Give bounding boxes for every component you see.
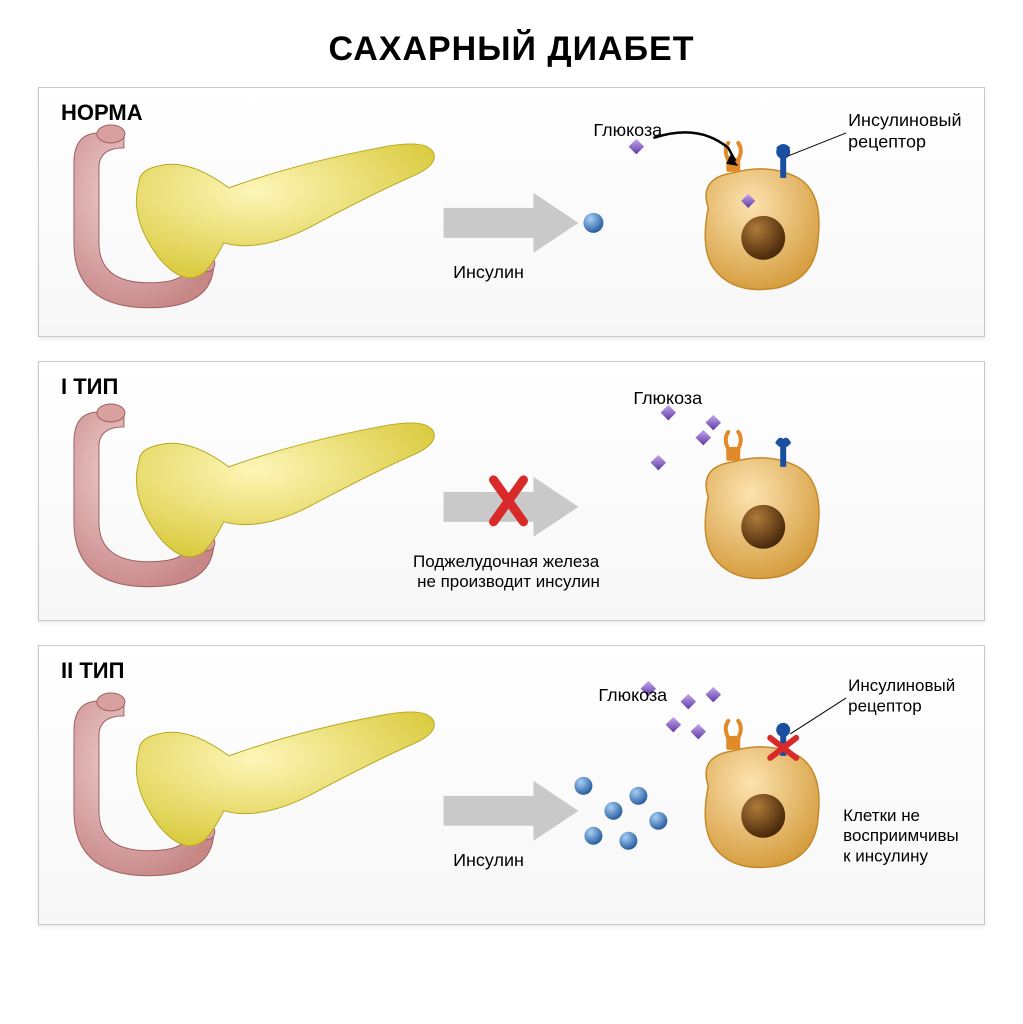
pancreas-icon — [136, 144, 434, 278]
panel-title-normal: НОРМА — [61, 100, 143, 126]
panel-type2: II ТИП Инсулин — [38, 645, 985, 925]
cell-icon — [705, 143, 819, 290]
insulin-ball-icon — [583, 213, 603, 233]
receptor-leader-line — [788, 133, 846, 156]
glucose-icon — [629, 139, 645, 155]
panel-title-type1: I ТИП — [61, 374, 118, 400]
diagram-type1: Поджелудочная железа не производит инсул… — [39, 362, 984, 622]
resist-label: Клетки не восприимчивык инсулину — [843, 806, 959, 866]
arrow-caption: Инсулин — [453, 262, 524, 282]
pancreas-icon — [136, 423, 434, 557]
glucose-label: Глюкоза — [598, 685, 667, 705]
entry-arrow-icon — [653, 132, 735, 161]
cell-icon — [705, 432, 819, 579]
glucose-label: Глюкоза — [593, 120, 662, 140]
panels-container: НОРМА — [0, 87, 1023, 925]
receptor-leader-line — [790, 698, 846, 734]
arrow-icon — [444, 781, 579, 841]
arrow-caption: Поджелудочная железа не производит инсул… — [413, 552, 604, 591]
diagram-type2: Инсулин — [39, 646, 984, 926]
arrow-icon — [444, 193, 579, 253]
glucose-channel-icon — [726, 432, 741, 461]
panel-normal: НОРМА — [38, 87, 985, 337]
receptor-label: Инсулиновый рецептор — [848, 676, 960, 715]
insulin-cluster — [574, 777, 667, 850]
panel-type1: I ТИП Поджелудочная железа не производит… — [38, 361, 985, 621]
arrow-caption: Инсулин — [453, 850, 524, 870]
diagram-normal: Инсулин — [39, 88, 984, 338]
cell-icon — [705, 721, 819, 868]
receptor-label: Инсулиновый рецептор — [848, 110, 966, 152]
page-title: САХАРНЫЙ ДИАБЕТ — [0, 0, 1023, 87]
pancreas-icon — [136, 712, 434, 846]
glucose-cluster — [651, 405, 721, 470]
panel-title-type2: II ТИП — [61, 658, 124, 684]
glucose-label: Глюкоза — [633, 388, 702, 408]
glucose-channel-icon — [726, 721, 741, 750]
